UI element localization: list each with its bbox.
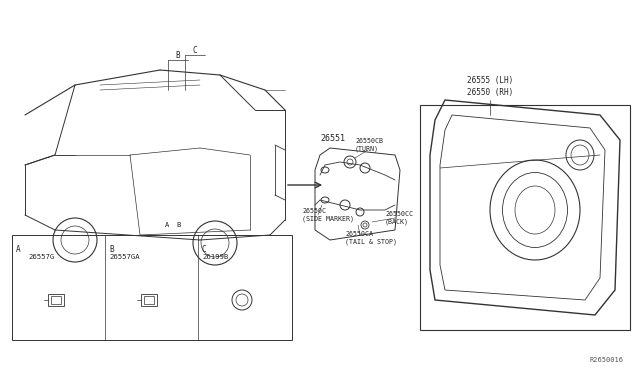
Text: 26555 (LH): 26555 (LH) bbox=[467, 76, 513, 84]
Text: C: C bbox=[202, 245, 207, 254]
Text: B: B bbox=[176, 222, 180, 228]
Bar bbox=[144, 296, 154, 304]
Text: 26550CC
(BACK): 26550CC (BACK) bbox=[385, 211, 413, 225]
Text: B: B bbox=[109, 245, 114, 254]
Text: 26557GA: 26557GA bbox=[109, 254, 140, 260]
Text: R2650016: R2650016 bbox=[590, 357, 624, 363]
Text: A: A bbox=[16, 245, 20, 254]
Bar bbox=[12, 235, 292, 340]
Bar bbox=[420, 105, 630, 330]
Text: C: C bbox=[193, 45, 197, 55]
Text: 26550CB
(TURN): 26550CB (TURN) bbox=[355, 138, 383, 152]
Text: 26551: 26551 bbox=[320, 134, 345, 142]
Text: 26550 (RH): 26550 (RH) bbox=[467, 87, 513, 96]
Text: 26199B: 26199B bbox=[202, 254, 228, 260]
Bar bbox=[141, 294, 157, 306]
Text: 26557G: 26557G bbox=[28, 254, 54, 260]
Text: 26550CA
(TAIL & STOP): 26550CA (TAIL & STOP) bbox=[345, 231, 397, 245]
Text: B: B bbox=[176, 51, 180, 60]
Bar bbox=[48, 294, 64, 306]
Text: 26550C
(SIDE MARKER): 26550C (SIDE MARKER) bbox=[302, 208, 354, 222]
Text: A: A bbox=[165, 222, 169, 228]
Bar bbox=[51, 296, 61, 304]
